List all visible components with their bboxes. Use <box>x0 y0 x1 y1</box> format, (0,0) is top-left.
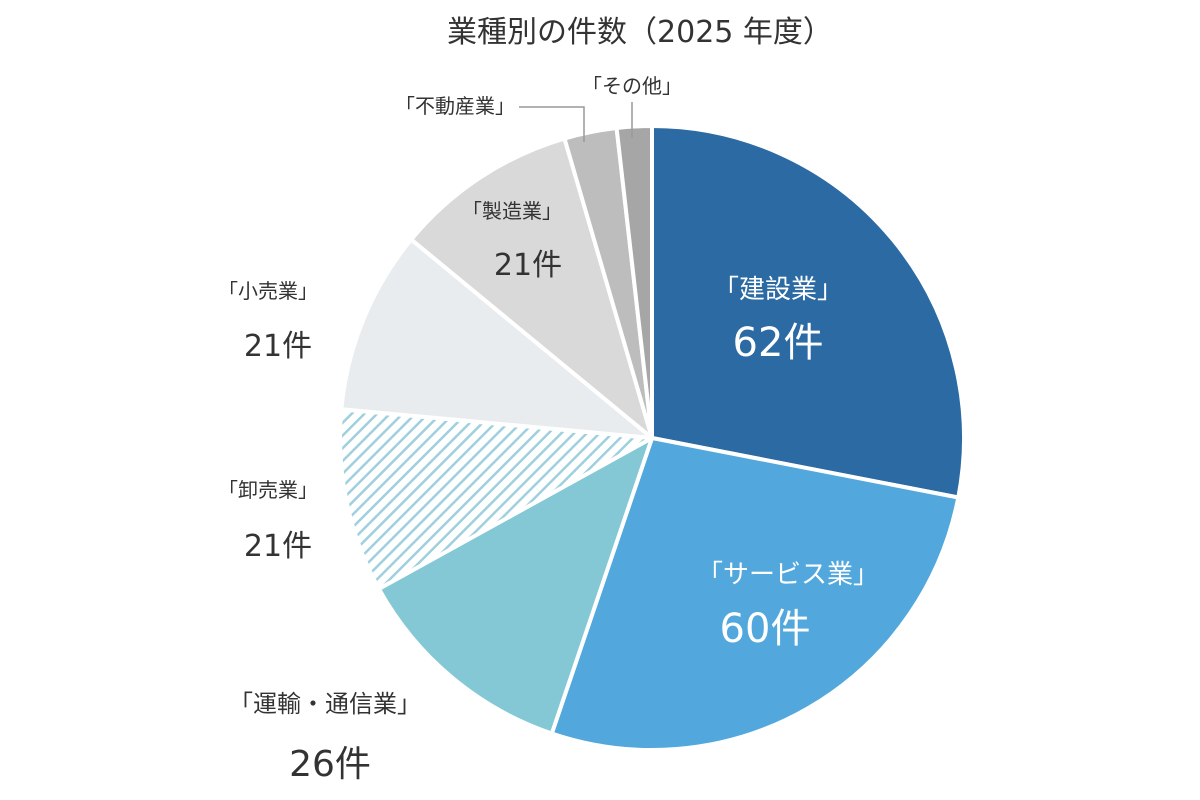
pie-slice-6 <box>409 136 654 440</box>
slice-category-label: 「サービス業」 <box>697 560 879 590</box>
pie-slice-3 <box>376 436 654 736</box>
slice-value-label: 60件 <box>720 606 811 652</box>
slice-value-label: 21件 <box>244 529 312 564</box>
chart-title: 業種別の件数（2025 年度） <box>447 15 833 50</box>
leader-line <box>519 106 585 142</box>
slice-category-label: 「運輸・通信業」 <box>229 690 421 718</box>
slice-category-label: 「卸売業」 <box>218 478 318 502</box>
pie-slice-1 <box>650 124 966 500</box>
pie-slice-2 <box>549 436 961 752</box>
pie-slice-8 <box>614 124 654 440</box>
slice-value-label: 62件 <box>733 320 824 366</box>
slice-value-label: 21件 <box>244 329 312 364</box>
pie-slice-5 <box>339 237 654 440</box>
slice-category-label: 「建設業」 <box>713 275 843 305</box>
slice-value-label: 21件 <box>494 248 562 283</box>
slice-value-label: 26件 <box>289 744 371 785</box>
slice-category-label: 「製造業」 <box>462 199 562 223</box>
slice-category-label: 「不動産業」 <box>395 94 515 118</box>
pie-slice-4 <box>337 407 654 591</box>
slice-category-label: 「小売業」 <box>218 279 318 303</box>
slice-category-label: 「その他」 <box>582 74 682 98</box>
